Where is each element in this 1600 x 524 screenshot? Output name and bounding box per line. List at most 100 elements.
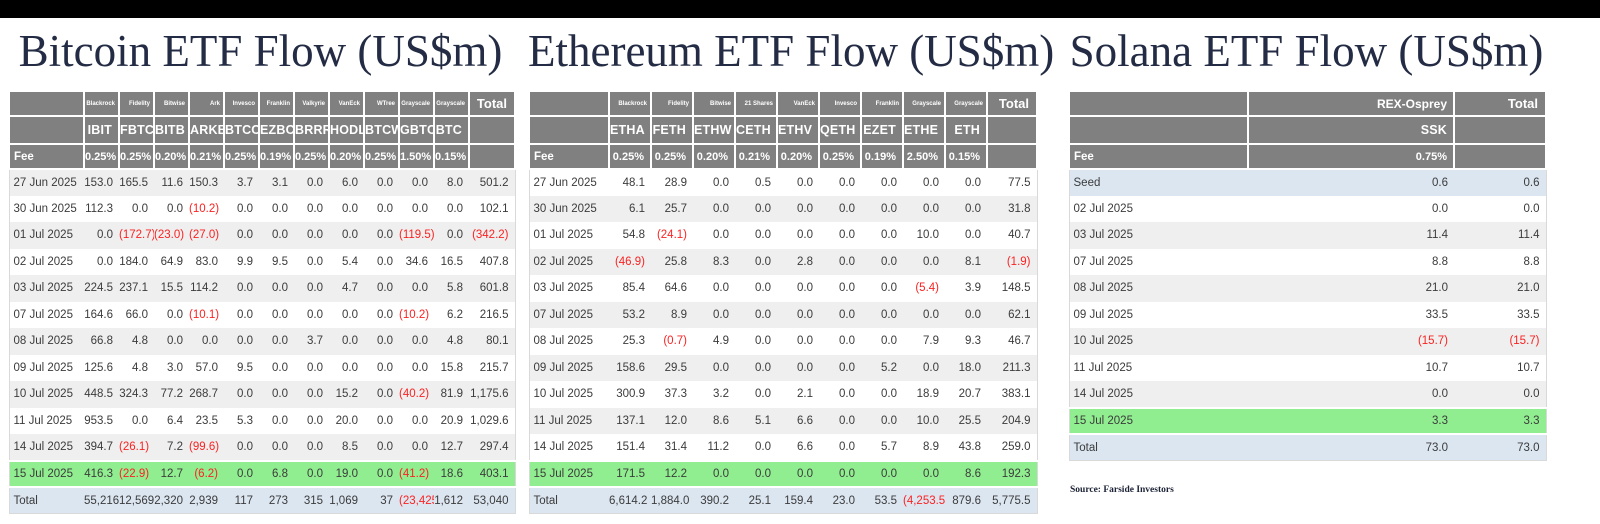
table-row: 09 Jul 2025 125.6 4.8 3.0 57.0 9.5 0.0 0.0 0.0 0.… [9,354,515,381]
row-total: 102.1 [469,195,515,222]
row-total: 5,775.5 [987,487,1037,514]
flow-value: 4.9 [693,328,735,355]
corner-cell [1068,90,1249,117]
flow-value: 315 [294,487,329,514]
flow-value: 64.6 [651,275,693,302]
flow-value: 0.0 [434,222,469,249]
flow-value: 54.8 [609,222,651,249]
flow-value: 43.8 [945,434,987,461]
flow-value: 0.5 [735,169,777,196]
flow-value: 0.0 [693,275,735,302]
flow-value: 0.0 [329,195,364,222]
flow-value: 0.0 [861,328,903,355]
flow-value: 37 [364,487,399,514]
row-label: 10 Jul 2025 [529,381,609,408]
row-label: 15 Jul 2025 [9,460,84,487]
flow-value: 21.0 [1248,275,1454,302]
flow-value: 0.0 [693,354,735,381]
flow-value: 0.0 [364,381,399,408]
issuer-header: Ark [188,90,225,117]
flow-value: 0.0 [294,169,329,196]
table-row: 15 Jul 2025 3.3 3.3 [1069,407,1546,434]
ticker-header: BITB [153,115,190,145]
flow-value: 0.0 [819,407,861,434]
flow-value: 12.2 [651,460,693,487]
flow-value: 4.8 [119,328,154,355]
table-row: 01 Jul 2025 0.0 (172.7) (23.0) (27.0) 0.0 0.0 0… [9,222,515,249]
table-row: Seed 0.6 0.6 [1069,169,1546,196]
flow-value: 3.2 [693,381,735,408]
issuer-header-row: Blackrock Fidelity Bitwise Ark Invesco Frankl… [8,90,516,117]
flow-value: 15.5 [154,275,189,302]
row-label: 30 Jun 2025 [9,195,84,222]
flow-value: 77.2 [154,381,189,408]
fee-value: 0.25% [83,143,120,170]
flow-value: 0.0 [224,275,259,302]
issuer-header: Invesco [818,90,862,117]
flow-value: (10.1) [189,301,224,328]
flow-value: 16.5 [434,248,469,275]
fee-value: 0.20% [328,143,365,170]
flow-value: 0.0 [224,460,259,487]
flow-value: 0.0 [777,460,819,487]
issuer-header: VanEck [776,90,820,117]
row-total: 40.7 [987,222,1037,249]
issuer-header: Grayscale [944,90,988,117]
flow-value: 5.2 [861,354,903,381]
flow-value: 6.6 [777,407,819,434]
flow-value: 0.0 [903,354,945,381]
flow-value: 0.0 [861,222,903,249]
flow-value: 6.1 [609,195,651,222]
row-total: 1,029.6 [469,407,515,434]
flow-value: 6.0 [329,169,364,196]
row-total: 501.2 [469,169,515,196]
flow-value: 114.2 [189,275,224,302]
flow-value: 0.0 [399,275,434,302]
flow-value: 0.0 [224,195,259,222]
flow-value: 66.0 [119,301,154,328]
row-total: 211.3 [987,354,1037,381]
fee-value: 0.20% [776,143,820,170]
total-header: Total [1453,90,1547,117]
fee-row: Fee 0.25% 0.25% 0.20% 0.21% 0.20% 0.25% 0.19% 2.… [528,143,1038,170]
flow-value: 1,612 [434,487,469,514]
flow-value: (4,253.5) [903,487,945,514]
flow-value: 5.4 [329,248,364,275]
ticker-header: ARKB [188,115,225,145]
flow-value: 0.0 [819,434,861,461]
flow-value: 4.8 [119,354,154,381]
flow-value: 159.4 [777,487,819,514]
flow-value: 0.0 [819,169,861,196]
flow-value: (24.1) [651,222,693,249]
row-total: (1.9) [987,248,1037,275]
row-total: 10.7 [1454,354,1546,381]
flow-value: 4.7 [329,275,364,302]
flow-value: 5.8 [434,275,469,302]
flow-value: 0.0 [399,328,434,355]
flow-value: 0.0 [154,301,189,328]
ticker-header: ETHV [776,115,820,145]
flow-value: 953.5 [84,407,119,434]
bitcoin-etf-panel: Bitcoin ETF Flow (US$m) Blackrock Fidelit… [8,18,516,514]
row-label: 11 Jul 2025 [529,407,609,434]
flow-value: 29.5 [651,354,693,381]
row-label: 08 Jul 2025 [1069,275,1248,302]
flow-value: 64.9 [154,248,189,275]
row-label: 03 Jul 2025 [9,275,84,302]
flow-value: 20.7 [945,381,987,408]
row-label: 02 Jul 2025 [529,248,609,275]
row-total: 46.7 [987,328,1037,355]
issuer-header: Blackrock [608,90,652,117]
issuer-header-row: REX-Osprey Total [1068,90,1547,117]
row-label: Seed [1069,169,1248,196]
issuer-header: Grayscale [398,90,435,117]
flow-value: (40.2) [399,381,434,408]
flow-value: 3.7 [224,169,259,196]
flow-value: 0.0 [693,169,735,196]
solana-flow-table: REX-Osprey Total SSK Fee 0.75% Seed 0.6 0.6 02 J… [1068,90,1547,461]
flow-value: 390.2 [693,487,735,514]
total-row: Total 73.0 73.0 [1069,434,1546,461]
flow-value: 0.0 [119,407,154,434]
flow-value: 20.9 [434,407,469,434]
flow-value: 151.4 [609,434,651,461]
